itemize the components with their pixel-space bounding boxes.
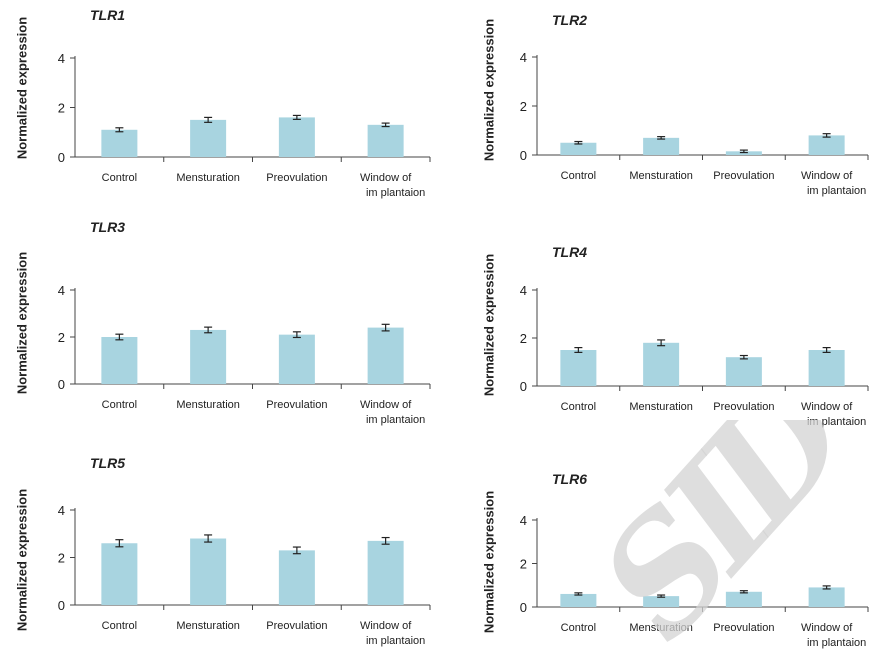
chart-panel-5: TLR5 Normalized expression 0 2 4 Control Menst…	[14, 455, 431, 647]
bar-tlr1-2	[190, 119, 227, 157]
panel-title: TLR2	[552, 12, 587, 28]
x-category-label: Control	[561, 170, 596, 182]
bar-tlr3-2	[190, 329, 227, 384]
x-category-label: Mensturation	[176, 399, 240, 411]
y-axis-label: Normalized expression	[14, 489, 29, 631]
x-category-label: Mensturation	[629, 622, 693, 634]
bar-tlr2-1	[560, 142, 597, 155]
x-category-label: Preovulation	[266, 399, 327, 411]
bar-tlr5-3	[278, 550, 315, 605]
bar-tlr5-1	[101, 543, 138, 605]
x-category-label: Window of im plantaion	[801, 401, 866, 428]
y-tick-label: 0	[58, 377, 65, 392]
y-tick-label: 0	[520, 148, 527, 163]
x-category-label: Control	[102, 620, 137, 632]
x-category-label: Window of im plantaion	[801, 622, 866, 649]
x-category-label: Control	[102, 172, 137, 184]
y-tick-label: 2	[520, 331, 527, 346]
chart-panel-4: TLR4 Normalized expression 0 2 4 Control Menst…	[481, 244, 869, 428]
x-category-label: Preovulation	[713, 622, 774, 634]
x-category-label: Window of im plantaion	[360, 399, 425, 426]
y-tick-label: 2	[58, 551, 65, 566]
bar-tlr3-3	[278, 334, 315, 384]
y-tick-label: 4	[58, 503, 65, 518]
y-tick-label: 4	[58, 51, 65, 66]
y-tick-label: 4	[520, 283, 527, 298]
y-tick-label: 0	[520, 379, 527, 394]
chart-panel-3: TLR3 Normalized expression 0 2 4 Control Menst…	[14, 219, 431, 426]
x-category-label: Preovulation	[713, 170, 774, 182]
bar-tlr6-3	[725, 591, 762, 607]
bar-tlr5-2	[190, 538, 227, 605]
chart-panel-6: TLR6 Normalized expression 0 2 4 Control Menst…	[481, 471, 869, 649]
bar-tlr3-4	[367, 327, 404, 384]
y-axis-label: Normalized expression	[481, 491, 496, 633]
bar-tlr6-2	[643, 596, 680, 607]
bar-tlr4-3	[725, 357, 762, 386]
y-tick-label: 2	[520, 99, 527, 114]
panel-title: TLR4	[552, 244, 587, 260]
y-axis-label: Normalized expression	[14, 252, 29, 394]
y-tick-label: 0	[58, 150, 65, 165]
y-tick-label: 0	[520, 600, 527, 615]
x-category-label: Preovulation	[266, 172, 327, 184]
panel-title: TLR3	[90, 219, 125, 235]
x-category-label: Window of im plantaion	[360, 172, 425, 199]
bar-tlr3-1	[101, 337, 138, 384]
bar-tlr4-4	[808, 350, 845, 386]
x-category-label: Mensturation	[629, 401, 693, 413]
y-tick-label: 4	[520, 513, 527, 528]
x-category-label: Control	[561, 622, 596, 634]
y-tick-label: 2	[58, 330, 65, 345]
y-axis-label: Normalized expression	[14, 17, 29, 159]
x-category-label: Window of im plantaion	[801, 170, 866, 197]
x-category-label: Preovulation	[266, 620, 327, 632]
bar-tlr1-4	[367, 124, 404, 157]
chart-panel-2: TLR2 Normalized expression 0 2 4 Control Menst…	[481, 12, 869, 197]
x-category-label: Window of im plantaion	[360, 620, 425, 647]
y-axis-label: Normalized expression	[481, 254, 496, 396]
y-axis-label: Normalized expression	[481, 19, 496, 161]
chart-panel-1: TLR1 Normalized expression 0 2 4 Control Menst…	[14, 7, 431, 199]
x-category-label: Mensturation	[176, 172, 240, 184]
bar-tlr2-3	[725, 151, 762, 155]
bar-tlr2-4	[808, 135, 845, 155]
x-category-label: Control	[561, 401, 596, 413]
bar-tlr6-1	[560, 593, 597, 607]
x-category-label: Mensturation	[176, 620, 240, 632]
panel-title: TLR1	[90, 7, 125, 23]
x-category-label: Control	[102, 399, 137, 411]
x-category-label: Mensturation	[629, 170, 693, 182]
bar-tlr4-2	[643, 342, 680, 386]
bar-tlr4-1	[560, 350, 597, 386]
bar-tlr1-1	[101, 129, 138, 157]
bar-tlr1-3	[278, 117, 315, 157]
bar-tlr5-4	[367, 540, 404, 605]
panel-title: TLR6	[552, 471, 587, 487]
bar-tlr6-4	[808, 587, 845, 607]
panel-title: TLR5	[90, 455, 125, 471]
y-tick-label: 4	[520, 50, 527, 65]
y-tick-label: 2	[58, 101, 65, 116]
y-tick-label: 2	[520, 557, 527, 572]
y-tick-label: 4	[58, 283, 65, 298]
x-category-label: Preovulation	[713, 401, 774, 413]
y-tick-label: 0	[58, 598, 65, 613]
bar-tlr2-2	[643, 137, 680, 155]
